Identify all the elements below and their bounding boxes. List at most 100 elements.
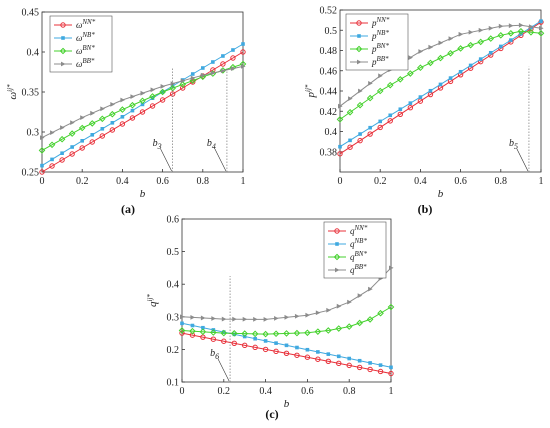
data-point <box>220 68 226 74</box>
legend-marker <box>335 267 340 273</box>
data-point <box>417 98 424 104</box>
data-point <box>253 316 258 322</box>
data-point <box>368 286 373 292</box>
data-point <box>488 50 493 55</box>
data-point <box>368 125 372 130</box>
data-point <box>316 350 320 354</box>
data-point <box>120 115 125 119</box>
data-point <box>457 45 464 52</box>
legend-marker <box>334 228 340 234</box>
data-point <box>498 23 504 29</box>
data-point <box>283 350 290 357</box>
data-point <box>378 119 382 124</box>
data-point <box>129 115 136 121</box>
legend-marker <box>335 242 339 246</box>
data-point <box>348 96 353 101</box>
chart-panel-b: 0 0.2 0.4 0.6 0.8 1 0.38 0.4 0.42 0.44 0.46 0.48 0.5… <box>304 6 545 216</box>
data-point <box>428 44 434 50</box>
y-tick-label: 0.25 <box>22 168 40 179</box>
data-point <box>60 125 65 130</box>
data-point <box>367 366 373 373</box>
legend-marker <box>61 36 65 40</box>
x-tick-label: 1 <box>539 176 544 187</box>
data-point <box>366 316 374 323</box>
data-point <box>387 118 393 124</box>
data-point <box>40 135 45 140</box>
data-point <box>488 25 494 31</box>
data-point <box>357 293 363 299</box>
data-point <box>468 29 474 35</box>
y-tick-label: 0.2 <box>167 345 180 356</box>
series-line <box>339 30 542 120</box>
data-point <box>70 120 75 125</box>
data-point <box>220 61 226 67</box>
data-point <box>240 49 246 55</box>
data-point <box>221 316 227 322</box>
data-point <box>274 341 278 345</box>
y-tick-label: 0.4 <box>167 280 180 291</box>
data-point <box>418 95 423 99</box>
y-tick-label: 0.4 <box>27 48 40 59</box>
y-tick-label: 0.3 <box>167 312 180 323</box>
annotation-b4: b4 <box>207 68 228 172</box>
data-point <box>326 307 331 313</box>
data-point <box>79 145 85 151</box>
data-point <box>438 82 443 87</box>
data-point <box>160 84 166 89</box>
x-tick-label: 0 <box>180 386 185 397</box>
data-point <box>518 22 524 28</box>
y-tick-label: 0.6 <box>167 215 180 226</box>
data-point <box>190 79 196 85</box>
data-point <box>388 113 393 118</box>
data-point <box>262 330 269 338</box>
x-tick-label: 1 <box>389 386 394 397</box>
data-point <box>189 327 196 335</box>
data-point <box>417 64 424 72</box>
x-tick-label: 0.4 <box>259 386 272 397</box>
annotation-label: b4 <box>207 138 216 151</box>
series-line <box>339 21 542 155</box>
data-point <box>211 60 215 64</box>
annotation-b5: b5 <box>509 66 530 172</box>
data-point <box>499 44 503 49</box>
x-tick-label: 0.6 <box>156 176 169 187</box>
data-point <box>180 85 186 91</box>
data-point <box>89 139 95 145</box>
data-point <box>447 49 454 57</box>
data-point <box>407 105 414 111</box>
data-point <box>221 54 225 58</box>
data-point <box>242 342 248 349</box>
y-tick-label: 0.48 <box>320 46 338 57</box>
x-tick-label: 0.8 <box>495 176 508 187</box>
panel-label: (b) <box>418 202 433 216</box>
data-point <box>448 36 454 42</box>
legend-marker <box>59 47 67 55</box>
data-point <box>159 88 166 96</box>
data-point <box>262 346 269 353</box>
series-bn <box>336 27 545 123</box>
data-point <box>539 19 543 23</box>
legend-marker <box>357 34 361 38</box>
data-point <box>368 81 373 86</box>
legend: pNN*pNB*pBN*pBB* <box>345 13 409 71</box>
legend-marker <box>60 22 66 28</box>
annotation-arrow <box>160 148 172 172</box>
annotation-arrow <box>217 358 230 382</box>
data-point <box>90 110 95 116</box>
y-axis-label: qij* <box>146 294 159 307</box>
data-point <box>356 319 363 327</box>
data-point <box>458 31 464 37</box>
data-point <box>478 27 484 33</box>
data-point <box>438 40 444 46</box>
y-tick-label: 0.38 <box>320 147 338 158</box>
y-tick-label: 0.52 <box>320 6 338 17</box>
data-point <box>119 106 126 113</box>
data-point <box>88 120 96 127</box>
data-point <box>241 64 246 69</box>
series-line <box>41 65 244 139</box>
data-point <box>140 90 146 96</box>
data-point <box>539 25 544 31</box>
data-point <box>90 133 95 137</box>
data-point <box>201 66 205 70</box>
data-point <box>129 101 136 109</box>
